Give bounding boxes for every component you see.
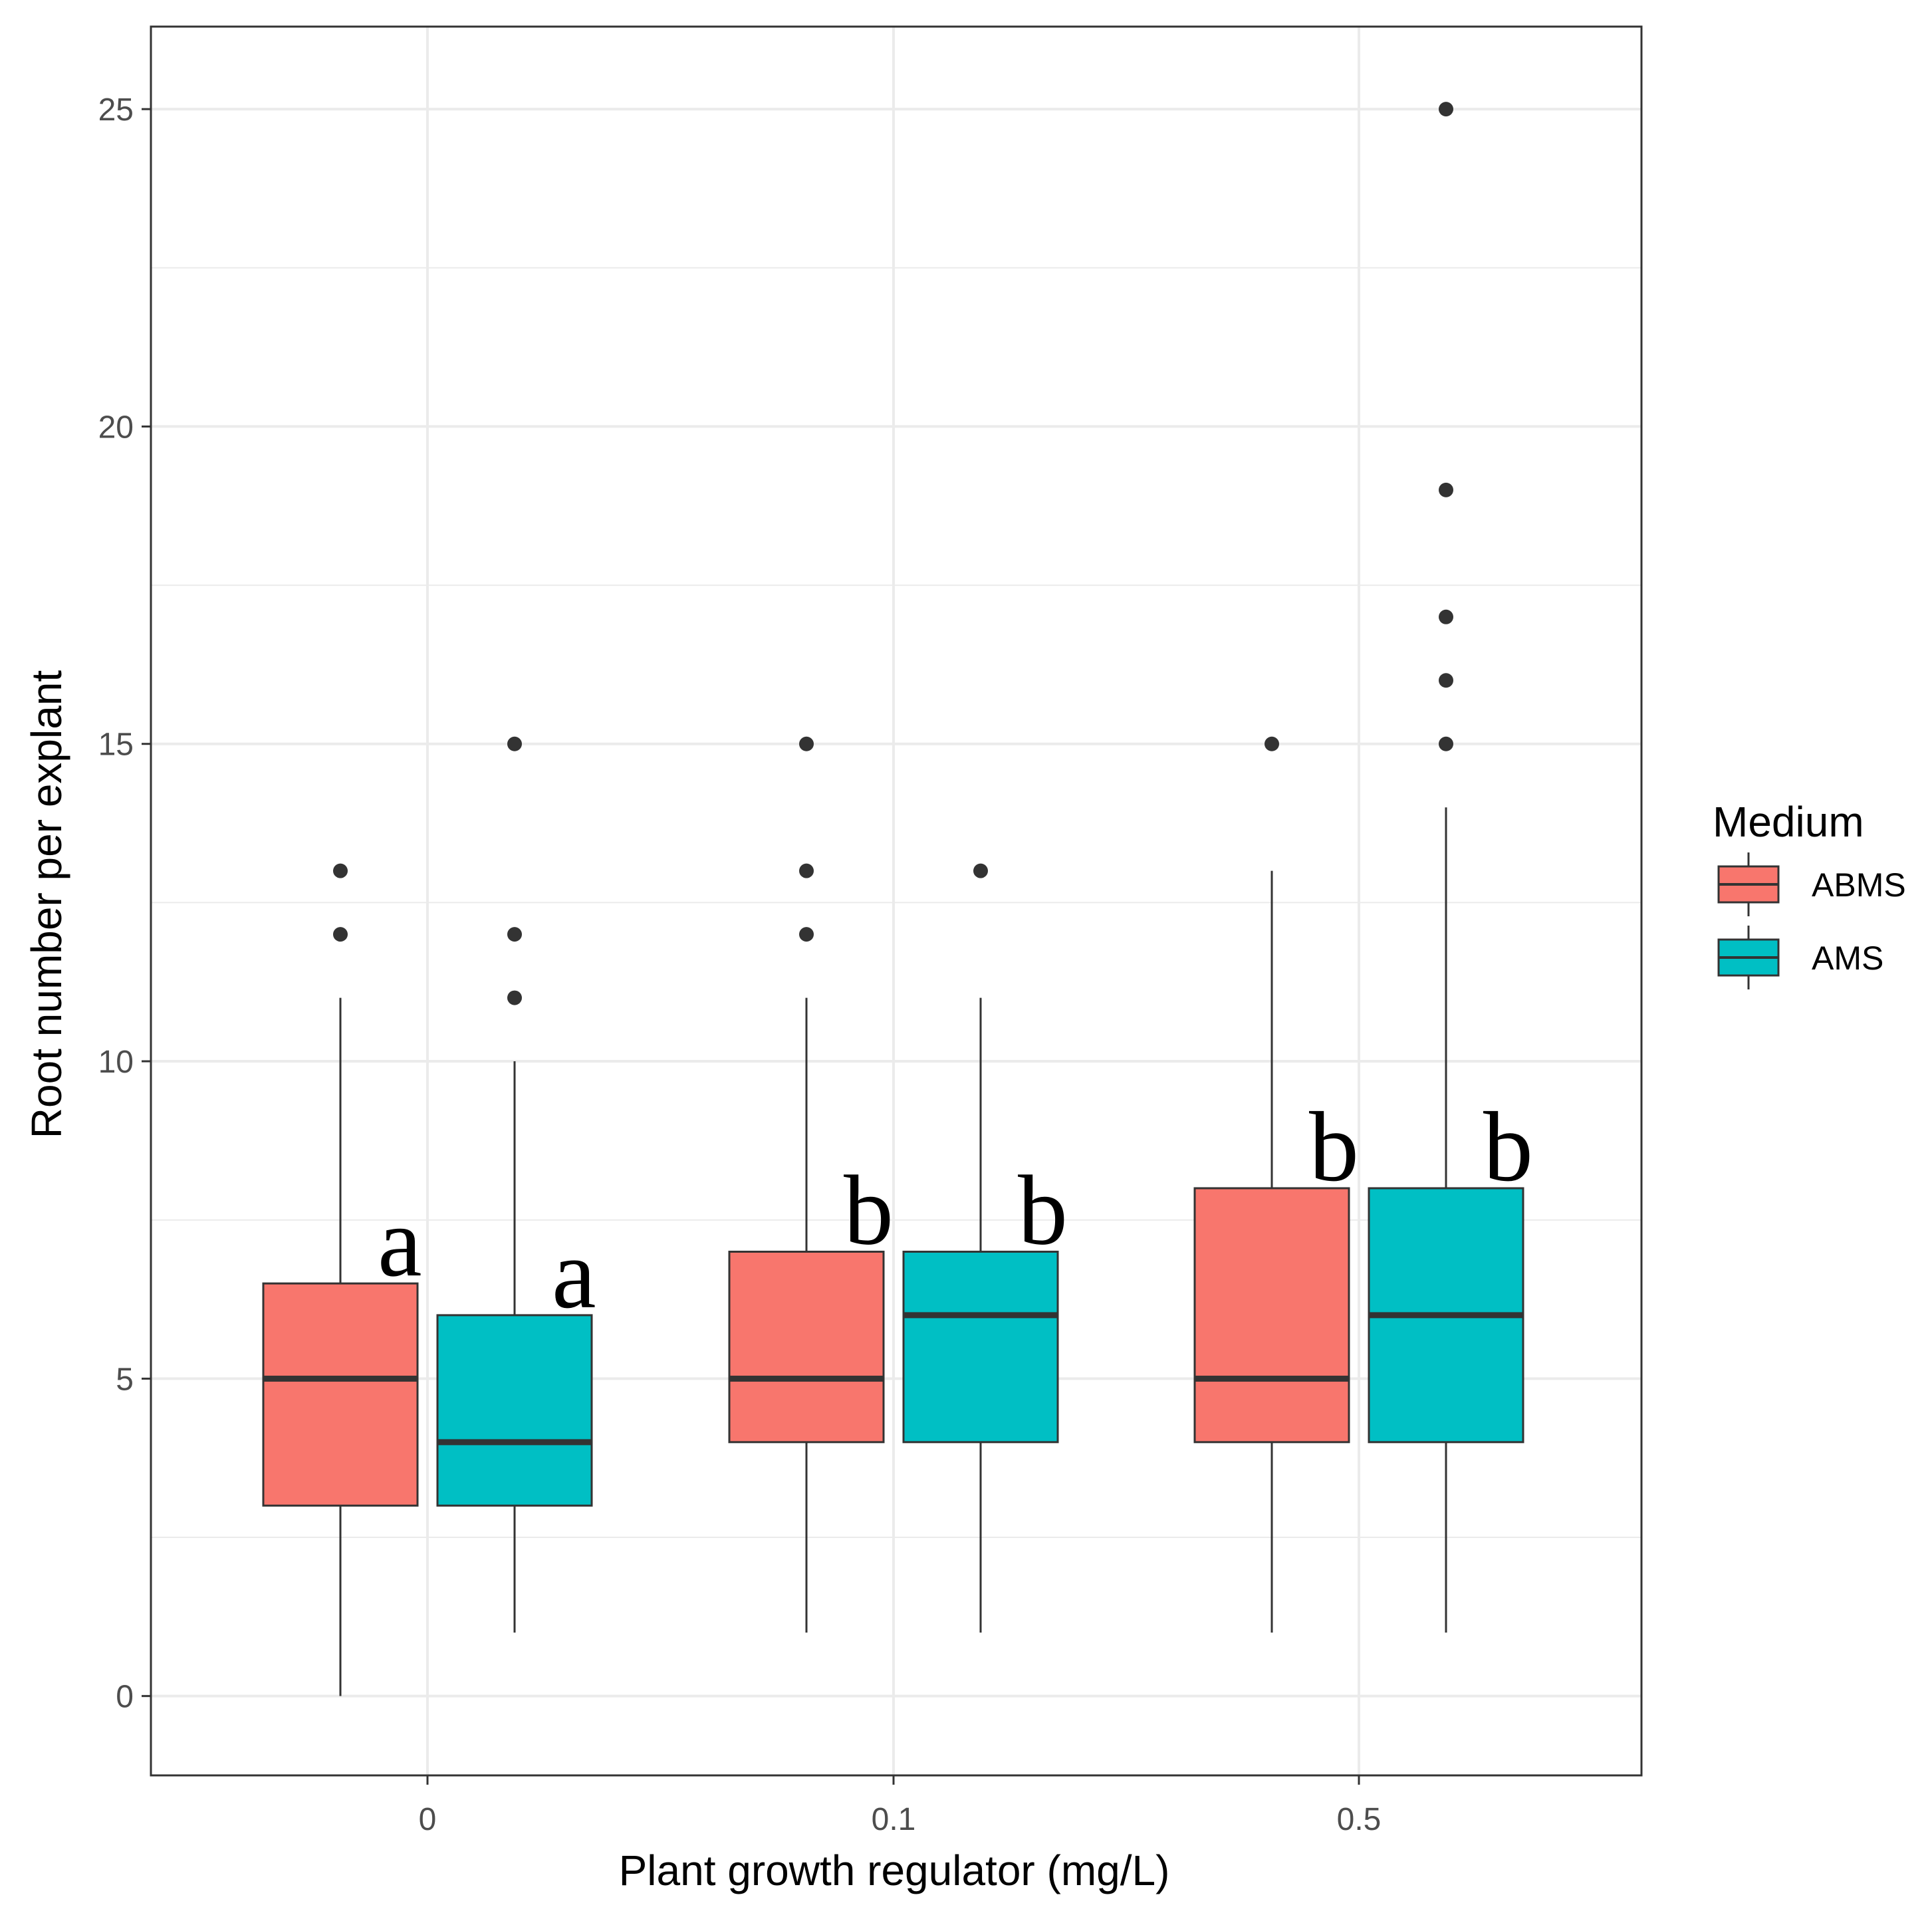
outlier-point xyxy=(333,927,348,942)
box-abms-0.1 xyxy=(728,736,885,1633)
outlier-point xyxy=(799,863,814,878)
y-tick-label: 10 xyxy=(98,1045,134,1080)
x-tick-label: 0.1 xyxy=(872,1802,916,1837)
legend-label-ams: AMS xyxy=(1812,940,1883,977)
panel-border xyxy=(150,25,1643,1777)
box-abms-0.5 xyxy=(1193,736,1350,1633)
legend-key-ams xyxy=(1717,926,1780,989)
axes-layer: 0 5 10 15 20 25 0 0.1 0.5 xyxy=(98,92,1382,1837)
box-iqr xyxy=(902,1250,1059,1444)
y-axis-title: Root number per explant xyxy=(23,670,70,1139)
box-ams-0.5 xyxy=(1368,102,1524,1633)
outlier-point xyxy=(1439,609,1453,624)
x-tick-label: 0.5 xyxy=(1337,1802,1382,1837)
legend: Medium ABMS AMS xyxy=(1713,798,1906,989)
y-tick-label: 5 xyxy=(116,1362,134,1397)
significance-letter: a xyxy=(378,1187,422,1297)
box-iqr xyxy=(728,1250,885,1444)
outlier-point xyxy=(973,863,988,878)
y-tick-label: 20 xyxy=(98,410,134,445)
x-axis-title: Plant growth regulator (mg/L) xyxy=(619,1847,1170,1894)
outlier-point xyxy=(1439,102,1453,117)
outlier-point xyxy=(333,863,348,878)
significance-letter: b xyxy=(1483,1092,1533,1202)
y-tick-label: 0 xyxy=(116,1680,134,1715)
y-tick-label: 25 xyxy=(98,92,134,128)
significance-letter: b xyxy=(844,1155,894,1265)
outlier-point xyxy=(507,927,522,942)
significance-letter: a xyxy=(552,1219,596,1329)
outlier-point xyxy=(507,736,522,751)
outlier-point xyxy=(1439,673,1453,688)
legend-title: Medium xyxy=(1713,798,1864,846)
box-ams-0 xyxy=(436,736,593,1633)
box-iqr xyxy=(262,1282,419,1507)
x-tick-label: 0 xyxy=(419,1802,437,1837)
outlier-point xyxy=(799,927,814,942)
box-ams-0.1 xyxy=(902,863,1059,1633)
legend-key-abms xyxy=(1717,852,1780,916)
box-iqr xyxy=(1193,1187,1350,1444)
legend-label-abms: ABMS xyxy=(1812,866,1906,904)
outlier-point xyxy=(1439,736,1453,751)
boxes-layer xyxy=(262,102,1524,1696)
box-iqr xyxy=(436,1314,593,1507)
box-abms-0 xyxy=(262,863,419,1696)
significance-letter: b xyxy=(1018,1155,1068,1265)
significance-letters: a b b a b b xyxy=(378,1092,1533,1329)
y-tick-label: 15 xyxy=(98,727,134,763)
outlier-point xyxy=(507,990,522,1005)
outlier-point xyxy=(799,736,814,751)
outlier-point xyxy=(1439,482,1453,497)
significance-letter: b xyxy=(1309,1092,1359,1202)
outlier-point xyxy=(1265,736,1279,751)
